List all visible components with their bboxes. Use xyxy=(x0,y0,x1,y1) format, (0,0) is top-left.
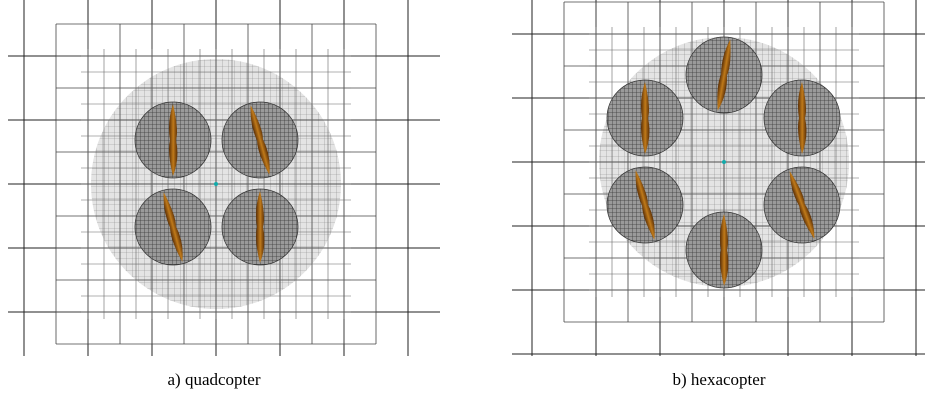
mesh-panel xyxy=(8,0,440,356)
caption: a) quadcopter xyxy=(168,370,261,389)
center-marker xyxy=(214,182,218,186)
figure: a) quadcopter b) hexacopter xyxy=(0,0,935,402)
center-marker xyxy=(722,160,726,164)
mesh-images xyxy=(8,0,925,356)
caption: b) hexacopter xyxy=(673,370,766,389)
mesh-panel xyxy=(512,0,925,356)
